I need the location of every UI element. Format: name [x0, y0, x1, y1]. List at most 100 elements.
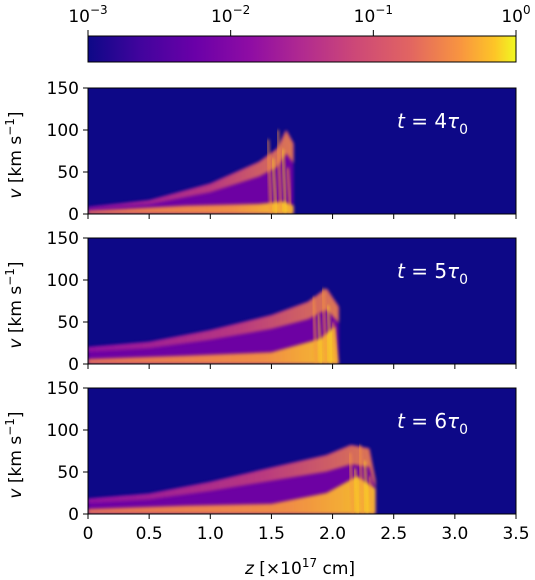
- y-tick-label: 0: [68, 355, 79, 375]
- y-tick-label: 150: [47, 79, 79, 99]
- y-axis-text: [km s: [6, 436, 26, 483]
- density-streak: [88, 288, 339, 352]
- time-eq: = 5: [405, 259, 447, 283]
- shock-filament: [326, 305, 333, 364]
- time-sub: 0: [459, 122, 468, 138]
- shock-filament: [316, 313, 323, 364]
- y-tick-label: 100: [47, 421, 79, 441]
- colorbar: 10−3 10−2 10−1 100: [68, 3, 531, 63]
- density-streak: [88, 130, 294, 210]
- y-tick-label: 0: [68, 205, 79, 225]
- shock-filament: [368, 475, 375, 514]
- y-axis-sup: −1: [3, 268, 17, 286]
- time-var: t: [397, 259, 406, 283]
- time-eq: = 4: [405, 109, 447, 133]
- panel-time-label: t = 4τ0: [397, 109, 468, 138]
- density-streak: [88, 445, 376, 504]
- colorbar-ticks: 10−3 10−2 10−1 100: [68, 3, 531, 36]
- colorbar-tick-base: 10: [501, 7, 523, 27]
- y-axis-sup: −1: [3, 418, 17, 436]
- time-var: t: [397, 409, 406, 433]
- y-axis-close: ]: [6, 261, 26, 268]
- shock-filament: [348, 452, 355, 514]
- y-axis-var: v: [6, 333, 26, 348]
- density-field: [88, 129, 294, 214]
- y-axis-sup: −1: [3, 118, 17, 136]
- time-sub: 0: [459, 422, 468, 438]
- x-tick-label: 2.5: [380, 524, 407, 544]
- y-tick-label: 100: [47, 121, 79, 141]
- colorbar-gradient: [87, 35, 517, 63]
- shock-filament: [331, 322, 338, 364]
- time-sym: τ: [447, 259, 460, 283]
- shock-filament: [358, 445, 365, 514]
- colorbar-tick-label: 10−3: [68, 3, 107, 27]
- shock-filament: [276, 129, 283, 214]
- shock-filament: [281, 148, 288, 214]
- x-tick-label: 1.5: [258, 524, 285, 544]
- density-field: [88, 445, 376, 514]
- panel-frame: [87, 87, 517, 215]
- colorbar-tick-exp: −3: [90, 3, 108, 17]
- time-sym: τ: [447, 109, 460, 133]
- y-tick-label: 0: [68, 505, 79, 525]
- shock-filament: [353, 468, 360, 514]
- colorbar-tick-exp: −1: [375, 3, 393, 17]
- shock-filament: [271, 158, 278, 214]
- y-axis-var: v: [6, 483, 26, 498]
- y-tick-label: 150: [47, 379, 79, 399]
- colorbar-tick-base: 10: [354, 7, 376, 27]
- y-axis-text: [km s: [6, 286, 26, 333]
- x-tick-label: 0.5: [136, 524, 163, 544]
- shock-filament: [266, 139, 273, 214]
- x-axis-label: z [×1017 cm]: [244, 556, 355, 579]
- y-axis-close: ]: [6, 411, 26, 418]
- panel-time-label: t = 6τ0: [397, 409, 468, 438]
- panel-3: 0 50 100 150 0 0.5 1.0 1.5 2.0 2.5 3.0 3.5 v [km s−1…: [3, 379, 530, 544]
- density-core: [88, 201, 294, 214]
- x-tick-label: 1.0: [197, 524, 224, 544]
- shock-filament: [321, 288, 328, 364]
- density-field: [88, 288, 339, 364]
- colorbar-tick-base: 10: [211, 7, 233, 27]
- x-axis-var: z: [244, 559, 255, 579]
- y-axis-label: v [km s−1]: [3, 111, 26, 198]
- density-core: [88, 326, 339, 364]
- colorbar-tick-exp: −2: [233, 3, 251, 17]
- panel-time-label: t = 5τ0: [397, 259, 468, 288]
- density-core: [88, 476, 376, 514]
- colorbar-tick-exp: 0: [523, 3, 531, 17]
- panel-frame: [87, 387, 517, 515]
- colorbar-tick-label: 100: [501, 3, 530, 27]
- x-axis-post: cm]: [317, 559, 355, 579]
- x-tick-label: 3.0: [441, 524, 468, 544]
- shock-filament: [311, 296, 318, 364]
- panel-frame: [87, 237, 517, 365]
- y-axis-close: ]: [6, 111, 26, 118]
- x-axis-pre: [×10: [254, 559, 302, 579]
- y-axis-var: v: [6, 183, 26, 198]
- time-var: t: [397, 109, 406, 133]
- colorbar-tick-label: 10−2: [211, 3, 250, 27]
- x-tick-label: 2.0: [319, 524, 346, 544]
- time-sub: 0: [459, 272, 468, 288]
- y-tick-label: 50: [57, 463, 79, 483]
- x-tick-label: 3.5: [502, 524, 529, 544]
- panel-background: [88, 88, 516, 214]
- y-axis-label: v [km s−1]: [3, 261, 26, 348]
- time-eq: = 6: [405, 409, 447, 433]
- shock-filament: [286, 167, 293, 214]
- shock-filament: [363, 460, 370, 514]
- colorbar-tick-label: 10−1: [354, 3, 393, 27]
- y-tick-label: 150: [47, 229, 79, 249]
- x-axis-sup: 17: [302, 556, 317, 570]
- time-sym: τ: [447, 409, 460, 433]
- density-wedge: [88, 130, 294, 214]
- colorbar-tick-base: 10: [68, 7, 90, 27]
- x-tick-label: 0: [83, 524, 94, 544]
- y-axis-label: v [km s−1]: [3, 411, 26, 498]
